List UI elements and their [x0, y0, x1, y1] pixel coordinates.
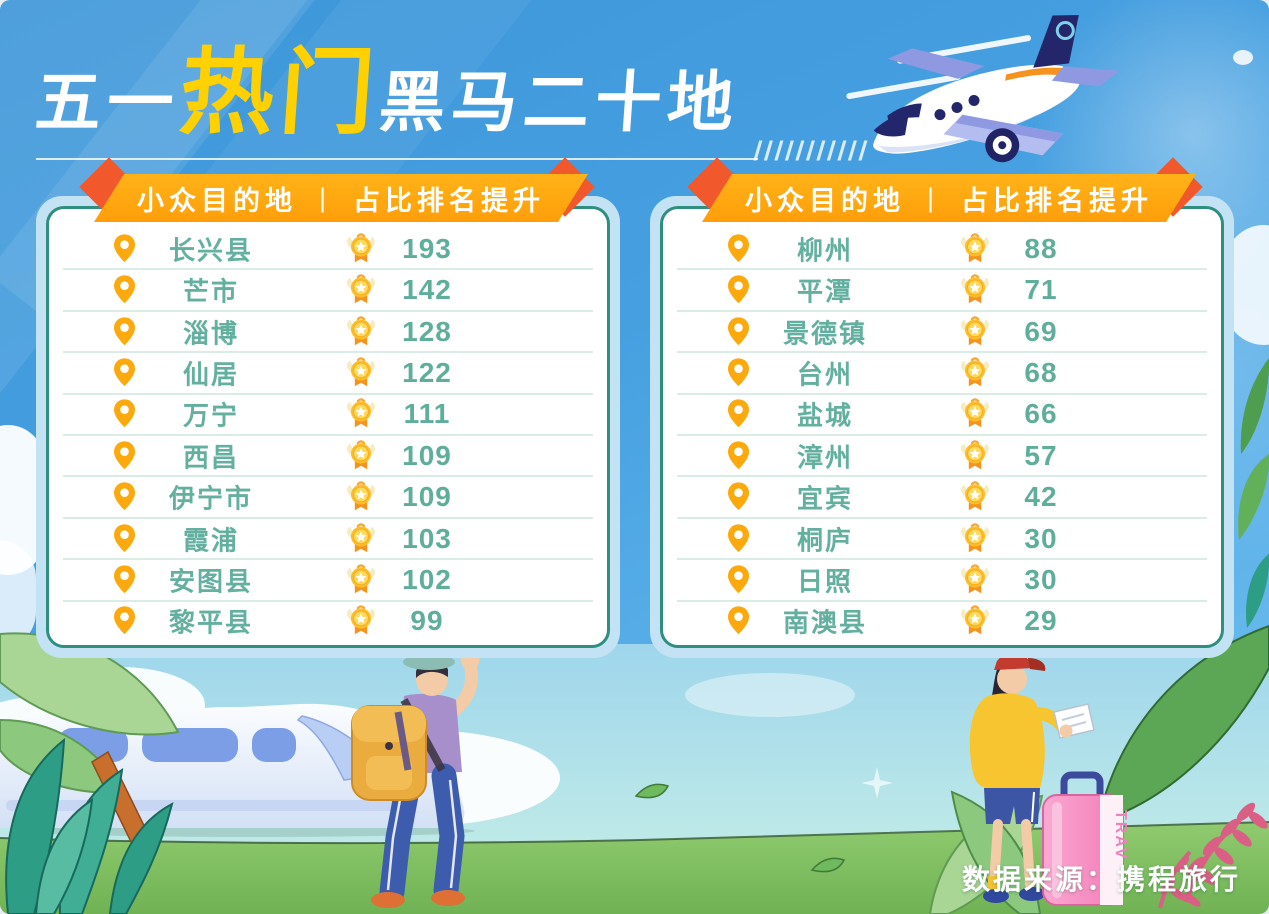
panel-header-left: 小众目的地 | 占比排名提升	[94, 174, 588, 222]
table-row: 景德镇 69	[677, 312, 1207, 354]
title-underline	[36, 158, 758, 160]
suitcase-illustration: TRAV	[1042, 771, 1129, 906]
rank-rise-value: 30	[1024, 563, 1058, 595]
falling-leaf	[634, 783, 846, 873]
table-row: 宜宾 42	[677, 477, 1207, 519]
plant-leaves-left	[0, 632, 180, 914]
rank-rise-value: 103	[402, 522, 452, 554]
destination-table-left: 长兴县 193 芒市 142 淄博 128	[63, 229, 593, 641]
destination-name: 伊宁市	[168, 483, 253, 514]
table-row: 万宁 111	[63, 395, 593, 437]
rank-rise-value: 142	[402, 274, 452, 306]
edge-leaves-right	[1238, 358, 1269, 628]
rank-rise-value: 102	[402, 563, 452, 595]
table-row: 台州 68	[677, 353, 1207, 395]
destination-name: 淄博	[182, 318, 239, 349]
rank-rise-value: 30	[1024, 522, 1058, 554]
table-row: 黎平县 99	[63, 602, 593, 641]
card-inner: 柳州 88 平潭 71 景德镇 69 台	[660, 206, 1224, 648]
title-part-2: 热门	[176, 40, 384, 145]
destination-name: 盐城	[796, 400, 853, 431]
destination-name: 霞浦	[182, 525, 239, 556]
header-separator: |	[926, 182, 939, 213]
card-inner: 长兴县 193 芒市 142 淄博 128	[46, 206, 610, 648]
title-part-1: 五一	[32, 65, 182, 139]
rank-rise-value: 109	[402, 439, 452, 471]
data-source-label: 数据来源：携程旅行	[961, 864, 1241, 895]
destination-name: 长兴县	[168, 235, 253, 266]
header-col-destination: 小众目的地	[136, 185, 297, 216]
destination-name: 柳州	[796, 235, 853, 266]
rank-rise-value: 122	[402, 356, 452, 388]
table-row: 桐庐 30	[677, 519, 1207, 561]
header-col-rank-rise: 占比排名提升	[353, 185, 545, 216]
destination-name: 万宁	[182, 400, 239, 431]
table-row: 盐城 66	[677, 395, 1207, 437]
table-row: 漳州 57	[677, 436, 1207, 478]
destination-name: 仙居	[182, 359, 239, 390]
destinations-card-left: 长兴县 193 芒市 142 淄博 128	[36, 196, 620, 658]
table-row: 安图县 102	[63, 560, 593, 602]
table-row: 南澳县 29	[677, 602, 1207, 641]
destination-name: 漳州	[796, 442, 853, 473]
rank-rise-value: 42	[1024, 481, 1058, 513]
suitcase-label: TRAV	[1112, 810, 1129, 860]
destination-name: 芒市	[182, 276, 239, 307]
table-row: 芒市 142	[63, 270, 593, 312]
rank-rise-value: 193	[402, 232, 452, 264]
sparkle-icon	[861, 767, 893, 799]
cloud-dot	[1233, 50, 1253, 65]
title-part-3: 黑马二十地	[376, 65, 742, 139]
rank-rise-value: 111	[403, 398, 451, 430]
destinations-card-right: 柳州 88 平潭 71 景德镇 69 台	[650, 196, 1234, 658]
rank-rise-value: 109	[402, 481, 452, 513]
table-row: 日照 30	[677, 560, 1207, 602]
rank-rise-value: 88	[1024, 232, 1058, 264]
destination-name: 南澳县	[782, 607, 867, 638]
rank-rise-value: 128	[402, 315, 452, 347]
table-row: 长兴县 193	[63, 229, 593, 271]
rank-rise-value: 68	[1024, 356, 1058, 388]
header-col-destination: 小众目的地	[744, 185, 905, 216]
rank-rise-value: 57	[1024, 439, 1058, 471]
panel-header-right: 小众目的地 | 占比排名提升	[702, 174, 1196, 222]
destination-name: 台州	[796, 359, 853, 390]
destination-name: 宜宾	[796, 483, 853, 514]
header-separator: |	[318, 182, 331, 213]
destination-name: 平潭	[796, 276, 853, 307]
table-row: 柳州 88	[677, 229, 1207, 271]
airplane-icon	[846, 14, 1120, 163]
destination-name: 黎平县	[168, 607, 253, 638]
rank-rise-value: 71	[1024, 274, 1058, 306]
rank-rise-value: 66	[1024, 398, 1058, 430]
destination-name: 日照	[796, 566, 853, 597]
destination-name: 景德镇	[782, 318, 867, 349]
destination-name: 安图县	[168, 566, 253, 597]
table-row: 仙居 122	[63, 353, 593, 395]
traveler-man-illustration	[351, 650, 480, 908]
pink-fern	[1158, 802, 1268, 909]
destination-table-right: 柳州 88 平潭 71 景德镇 69 台	[677, 229, 1207, 641]
cloud	[0, 540, 36, 650]
rank-rise-value: 29	[1024, 605, 1058, 637]
table-row: 霞浦 103	[63, 519, 593, 561]
rank-rise-value: 99	[410, 605, 444, 637]
destination-name: 西昌	[182, 442, 239, 473]
table-row: 平潭 71	[677, 270, 1207, 312]
header-col-rank-rise: 占比排名提升	[961, 185, 1153, 216]
destination-name: 桐庐	[796, 525, 853, 556]
traveler-woman-illustration	[969, 653, 1095, 903]
bottom-scene-illustration: TRAV	[0, 624, 1269, 914]
table-row: 淄博 128	[63, 312, 593, 354]
table-row: 伊宁市 109	[63, 477, 593, 519]
table-row: 西昌 109	[63, 436, 593, 478]
page-title: 五一 热门 黑马二十地	[32, 40, 744, 145]
rank-rise-value: 69	[1024, 315, 1058, 347]
